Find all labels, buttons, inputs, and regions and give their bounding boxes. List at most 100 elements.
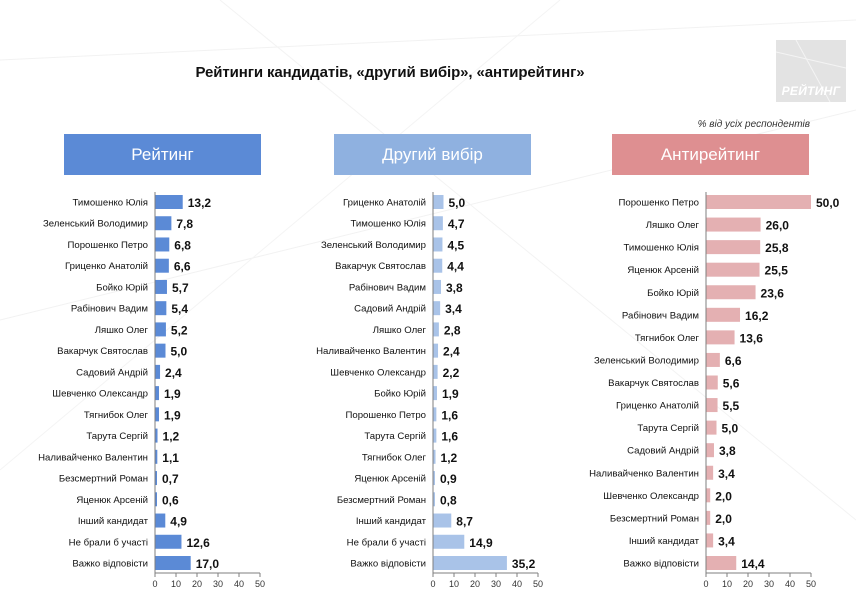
category-label-antirating: Безсмертний Роман	[610, 513, 699, 524]
value-label-rating: 1,2	[163, 430, 180, 444]
bar-second-choice	[433, 449, 436, 464]
header-rating: Рейтинг	[64, 134, 261, 175]
category-label-second-choice: Садовий Андрій	[354, 304, 426, 315]
category-label-antirating: Наливайченко Валентин	[589, 468, 699, 479]
value-label-rating: 4,9	[170, 515, 187, 529]
bar-antirating	[706, 488, 711, 503]
category-label-rating: Тимошенко Юлія	[72, 198, 148, 209]
value-label-rating: 1,9	[164, 408, 181, 422]
bar-rating	[155, 534, 182, 549]
value-label-antirating: 26,0	[766, 219, 790, 233]
bar-second-choice	[433, 195, 444, 209]
bar-antirating	[706, 510, 711, 525]
bar-second-choice	[433, 364, 438, 379]
category-label-antirating: Шевченко Олександр	[603, 491, 699, 502]
x-tick-label-rating: 40	[234, 579, 244, 589]
page-title: Рейтинги кандидатів, «другий вибір», «ан…	[195, 64, 585, 81]
logo: РЕЙТИНГ	[776, 40, 846, 102]
category-label-rating: Зеленський Володимир	[43, 219, 148, 230]
value-label-second-choice: 35,2	[512, 557, 536, 571]
bar-second-choice	[433, 258, 443, 273]
value-label-antirating: 3,4	[718, 467, 735, 481]
value-label-second-choice: 1,6	[441, 430, 458, 444]
value-label-second-choice: 3,8	[446, 281, 463, 295]
value-label-antirating: 3,4	[718, 534, 735, 548]
bar-second-choice	[433, 279, 441, 294]
value-label-second-choice: 4,7	[448, 217, 465, 231]
value-label-second-choice: 2,4	[443, 345, 460, 359]
value-label-antirating: 2,0	[715, 512, 732, 526]
bar-antirating	[706, 307, 741, 322]
bar-antirating	[706, 420, 717, 435]
bar-second-choice	[433, 556, 507, 570]
bar-rating	[155, 407, 159, 422]
value-label-antirating: 13,6	[740, 331, 764, 345]
category-label-second-choice: Рабінович Вадим	[349, 282, 426, 293]
category-label-second-choice: Шевченко Олександр	[330, 367, 426, 378]
bar-antirating	[706, 533, 714, 548]
category-label-rating: Вакарчук Святослав	[57, 346, 148, 357]
x-tick-label-antirating: 40	[785, 579, 795, 589]
x-tick-label-antirating: 30	[764, 579, 774, 589]
x-tick-label-rating: 10	[171, 579, 181, 589]
category-label-antirating: Порошенко Петро	[618, 198, 699, 209]
category-label-rating: Не брали б участі	[69, 537, 148, 548]
x-tick-label-antirating: 20	[743, 579, 753, 589]
bar-antirating	[706, 195, 811, 209]
bar-second-choice	[433, 407, 437, 422]
value-label-second-choice: 4,4	[447, 260, 464, 274]
category-label-second-choice: Тягнибок Олег	[362, 452, 427, 463]
bar-rating	[155, 322, 166, 337]
bar-antirating	[706, 443, 714, 458]
value-label-rating: 5,0	[171, 345, 188, 359]
value-label-second-choice: 0,9	[440, 472, 457, 486]
bar-rating	[155, 216, 172, 231]
category-label-antirating: Яценюк Арсеній	[627, 265, 699, 276]
logo-text: РЕЙТИНГ	[781, 84, 841, 98]
header-antirating: Антирейтинг	[612, 134, 809, 175]
value-label-antirating: 50,0	[816, 196, 840, 210]
header-second-choice: Другий вибір	[334, 134, 531, 175]
value-label-rating: 6,8	[174, 238, 191, 252]
bar-antirating	[706, 240, 761, 255]
value-label-rating: 5,4	[171, 302, 188, 316]
bar-second-choice	[433, 343, 439, 358]
value-label-antirating: 14,4	[741, 557, 765, 571]
category-label-rating: Наливайченко Валентин	[38, 452, 148, 463]
value-label-antirating: 2,0	[715, 489, 732, 503]
category-label-second-choice: Важко відповісти	[350, 559, 426, 570]
x-tick-label-second-choice: 20	[470, 579, 480, 589]
x-tick-label-antirating: 10	[722, 579, 732, 589]
category-label-antirating: Гриценко Анатолій	[616, 401, 699, 412]
x-tick-label-antirating: 0	[703, 579, 708, 589]
value-label-rating: 0,7	[162, 472, 179, 486]
x-tick-label-rating: 0	[152, 579, 157, 589]
value-label-second-choice: 2,8	[444, 323, 461, 337]
x-tick-label-rating: 20	[192, 579, 202, 589]
category-label-rating: Тягнибок Олег	[84, 410, 149, 421]
category-label-antirating: Тарута Сергій	[637, 423, 699, 434]
value-label-second-choice: 8,7	[456, 515, 473, 529]
bar-antirating	[706, 465, 714, 480]
category-label-rating: Ляшко Олег	[95, 325, 149, 336]
bar-second-choice	[433, 301, 441, 316]
category-label-second-choice: Інший кандидат	[356, 516, 427, 527]
value-label-rating: 17,0	[196, 557, 220, 571]
value-label-antirating: 6,6	[725, 354, 742, 368]
bar-second-choice	[433, 428, 437, 443]
category-label-rating: Гриценко Анатолій	[65, 261, 148, 272]
value-label-second-choice: 3,4	[445, 302, 462, 316]
bar-rating	[155, 428, 158, 443]
value-label-rating: 13,2	[188, 196, 212, 210]
respondents-note: % від усіх респондентів	[697, 119, 810, 130]
value-label-second-choice: 5,0	[449, 196, 466, 210]
bar-rating	[155, 386, 159, 401]
x-tick-label-second-choice: 10	[449, 579, 459, 589]
category-label-second-choice: Безсмертний Роман	[337, 495, 426, 506]
bar-antirating	[706, 285, 756, 300]
category-label-antirating: Важко відповісти	[623, 559, 699, 570]
category-label-rating: Порошенко Петро	[67, 240, 148, 251]
bar-rating	[155, 364, 161, 379]
category-label-antirating: Інший кандидат	[629, 536, 700, 547]
bar-rating	[155, 258, 169, 273]
